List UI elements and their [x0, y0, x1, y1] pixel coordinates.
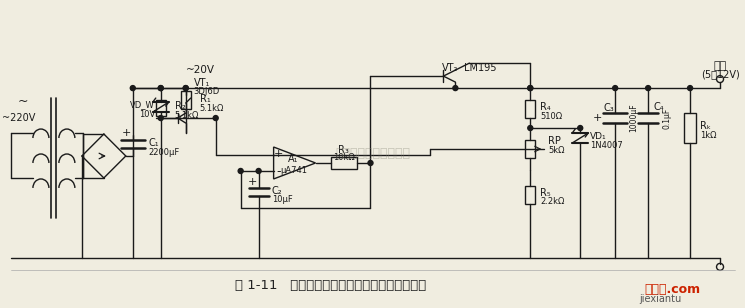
Text: VD_W: VD_W: [130, 101, 155, 110]
Circle shape: [183, 86, 188, 91]
Text: 5kΩ: 5kΩ: [548, 145, 565, 155]
Text: R₂: R₂: [175, 101, 186, 111]
Text: 510Ω: 510Ω: [540, 111, 562, 120]
Text: C₁: C₁: [149, 138, 159, 148]
Text: 0.1μF: 0.1μF: [662, 107, 671, 129]
Text: 1000μF: 1000μF: [629, 104, 638, 132]
Text: 5.1kΩ: 5.1kΩ: [175, 111, 199, 120]
Text: C₃: C₃: [603, 103, 615, 113]
Circle shape: [256, 168, 261, 173]
Text: 杭州将睿科技有限公司: 杭州将睿科技有限公司: [335, 147, 410, 160]
Text: VT₂: VT₂: [443, 63, 459, 73]
Circle shape: [577, 126, 583, 131]
Text: ~: ~: [18, 95, 28, 107]
Text: jiexiantu: jiexiantu: [639, 294, 681, 304]
Circle shape: [688, 86, 693, 91]
Circle shape: [368, 160, 373, 165]
Text: +: +: [248, 177, 257, 187]
Circle shape: [527, 126, 533, 131]
Text: R₄: R₄: [540, 102, 551, 112]
Circle shape: [130, 86, 136, 91]
FancyBboxPatch shape: [331, 157, 357, 169]
Circle shape: [527, 86, 533, 91]
Text: C₂: C₂: [272, 186, 282, 196]
Circle shape: [158, 86, 163, 91]
Circle shape: [183, 86, 188, 91]
Text: C₄: C₄: [653, 102, 664, 112]
Text: +: +: [122, 128, 131, 138]
FancyBboxPatch shape: [525, 100, 535, 118]
Circle shape: [213, 116, 218, 120]
Text: 3DJ6D: 3DJ6D: [194, 87, 220, 95]
Text: A₁: A₁: [288, 154, 299, 164]
Text: R₅: R₅: [540, 188, 551, 198]
Circle shape: [238, 168, 243, 173]
Text: R₁: R₁: [200, 94, 210, 104]
Text: +: +: [592, 113, 602, 123]
Text: RP: RP: [548, 136, 561, 146]
Circle shape: [527, 86, 533, 91]
Text: 10kΩ: 10kΩ: [333, 153, 355, 163]
Text: 输出: 输出: [714, 61, 726, 71]
Circle shape: [646, 86, 650, 91]
Text: +: +: [274, 149, 283, 159]
FancyBboxPatch shape: [181, 91, 191, 109]
Circle shape: [612, 86, 618, 91]
Text: 2200μF: 2200μF: [149, 148, 180, 156]
Text: LM195: LM195: [464, 63, 497, 73]
Text: VT₁: VT₁: [194, 78, 210, 88]
Text: R₃: R₃: [338, 145, 349, 155]
Text: 2.2kΩ: 2.2kΩ: [540, 197, 565, 206]
FancyBboxPatch shape: [525, 140, 535, 158]
Text: 接线图.com: 接线图.com: [644, 283, 700, 296]
FancyBboxPatch shape: [684, 113, 696, 143]
FancyBboxPatch shape: [156, 100, 165, 116]
Text: -: -: [276, 165, 281, 178]
Text: ~220V: ~220V: [2, 113, 36, 123]
Text: 1kΩ: 1kΩ: [700, 131, 717, 140]
Circle shape: [453, 86, 458, 91]
Circle shape: [158, 116, 163, 120]
Text: VD₁: VD₁: [590, 132, 607, 140]
Text: ~20V: ~20V: [186, 65, 215, 75]
Text: 10V: 10V: [139, 110, 155, 119]
FancyBboxPatch shape: [525, 186, 535, 204]
Text: 图 1-11   采用运放构成的实用直流稳压电源电路: 图 1-11 采用运放构成的实用直流稳压电源电路: [235, 279, 426, 292]
Text: 1N4007: 1N4007: [590, 140, 623, 149]
Text: 10μF: 10μF: [272, 196, 292, 205]
Text: Rₖ: Rₖ: [700, 121, 711, 131]
Text: (5～12V): (5～12V): [700, 69, 739, 79]
Circle shape: [158, 86, 163, 91]
Text: μA741: μA741: [280, 167, 307, 176]
Text: 5.1kΩ: 5.1kΩ: [200, 103, 224, 112]
